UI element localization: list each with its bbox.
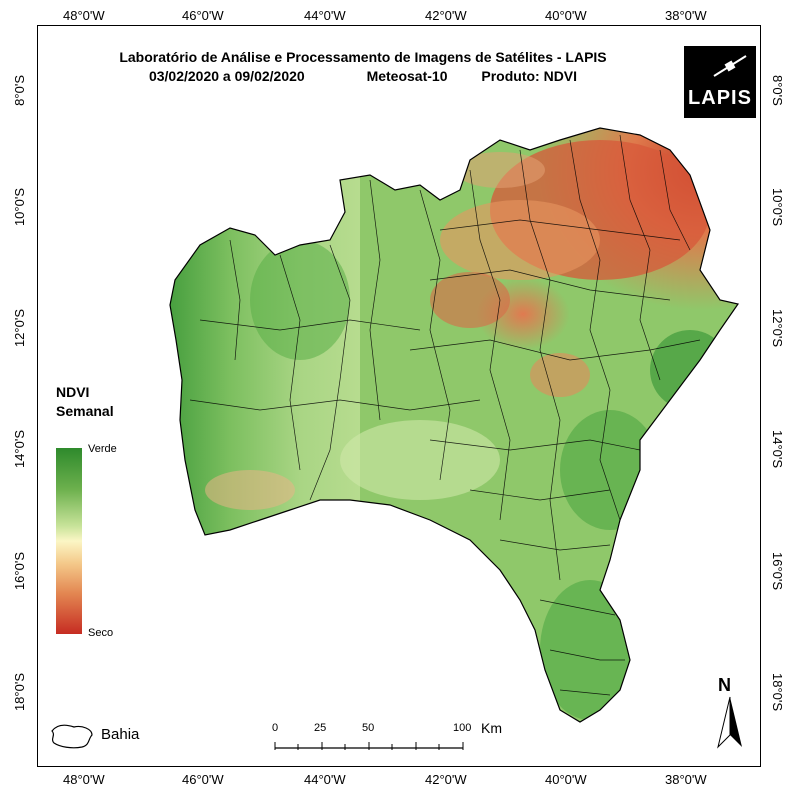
logo-text: LAPIS bbox=[688, 87, 752, 109]
legend-title: NDVI Semanal bbox=[56, 384, 114, 419]
lon-label-bottom: 44°0'W bbox=[304, 772, 346, 787]
title-line1: Laboratório de Análise e Processamento d… bbox=[119, 49, 607, 65]
inset-label: Bahia bbox=[101, 726, 140, 743]
legend-color-ramp bbox=[56, 448, 82, 634]
date-range: 03/02/2020 a 09/02/2020 bbox=[148, 68, 305, 84]
scale-tick-label: 50 bbox=[362, 722, 375, 734]
legend-low-label: Seco bbox=[88, 627, 114, 639]
satellite-name: Meteosat-10 bbox=[366, 68, 448, 84]
map-title: Laboratório de Análise e Processamento d… bbox=[58, 48, 668, 86]
product-name: Produto: NDVI bbox=[481, 68, 578, 84]
legend-high-label: Verde bbox=[88, 443, 117, 455]
lon-label-bottom: 46°0'W bbox=[182, 772, 224, 787]
lat-label-right: 12°0'S bbox=[770, 309, 785, 348]
lon-label-top: 42°0'W bbox=[425, 8, 467, 23]
lapis-logo: LAPIS bbox=[684, 46, 756, 118]
lat-label-right: 8°0'S bbox=[770, 75, 785, 106]
lon-label-top: 48°0'W bbox=[63, 8, 105, 23]
scale-tick-label: 100 bbox=[453, 722, 472, 734]
lat-label-right: 10°0'S bbox=[770, 188, 785, 227]
north-label: N bbox=[718, 675, 731, 695]
scale-tick-label: 25 bbox=[314, 722, 327, 734]
municipality-boundaries bbox=[189, 134, 701, 696]
lat-label-right: 16°0'S bbox=[770, 552, 785, 591]
lon-label-bottom: 40°0'W bbox=[545, 772, 587, 787]
satellite-icon bbox=[713, 55, 747, 77]
scale-tick-label: 0 bbox=[272, 722, 279, 734]
scale-bar bbox=[274, 742, 464, 750]
bahia-inset-outline bbox=[51, 724, 93, 749]
bahia-border bbox=[169, 127, 740, 723]
lat-label-right: 18°0'S bbox=[770, 673, 785, 712]
lon-label-bottom: 42°0'W bbox=[425, 772, 467, 787]
scale-unit: Km bbox=[481, 720, 502, 736]
lon-label-top: 46°0'W bbox=[182, 8, 224, 23]
lon-label-bottom: 38°0'W bbox=[665, 772, 707, 787]
lon-label-top: 44°0'W bbox=[304, 8, 346, 23]
lon-label-top: 38°0'W bbox=[665, 8, 707, 23]
lon-label-bottom: 48°0'W bbox=[63, 772, 105, 787]
lon-label-top: 40°0'W bbox=[545, 8, 587, 23]
lat-label-right: 14°0'S bbox=[770, 430, 785, 469]
north-arrow-icon bbox=[717, 696, 742, 749]
